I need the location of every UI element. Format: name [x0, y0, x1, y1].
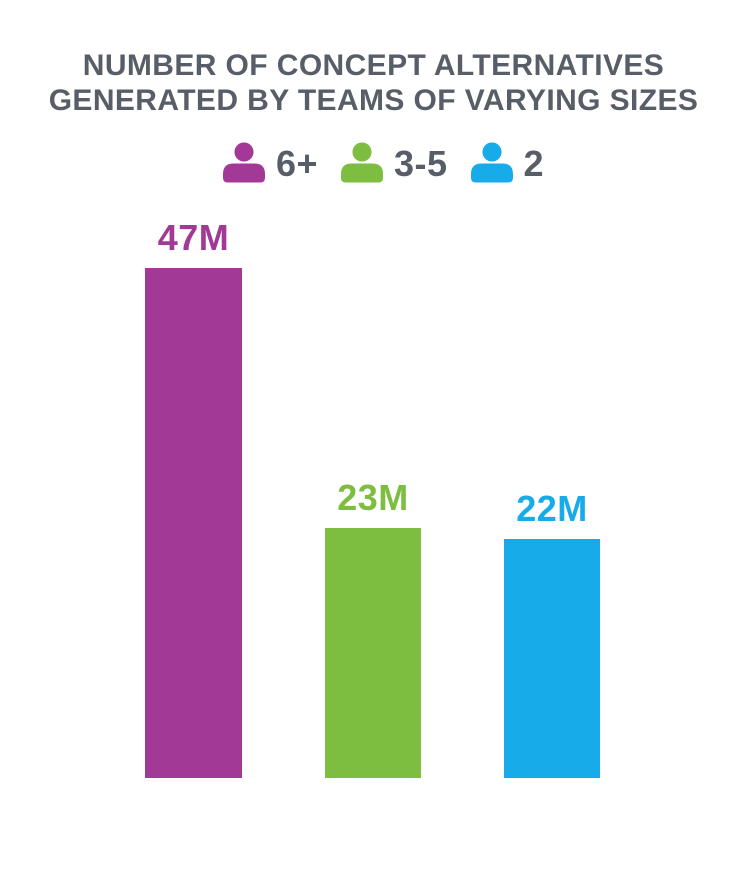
legend-label: 2 — [523, 143, 545, 184]
bar-value-label: 47M — [157, 217, 230, 258]
legend-item-2: 2 — [470, 142, 545, 184]
legend-label: 6+ — [275, 143, 318, 184]
person-icon — [222, 142, 265, 183]
chart-title: NUMBER OF CONCEPT ALTERNATIVES GENERATED… — [0, 48, 747, 118]
bar-value-label: 22M — [516, 488, 588, 529]
legend-label: 3-5 — [393, 143, 448, 184]
chart-title-line-1: NUMBER OF CONCEPT ALTERNATIVES — [82, 49, 665, 82]
bar-value-label: 23M — [337, 477, 409, 518]
person-icon — [340, 142, 383, 183]
bar-2 — [504, 539, 600, 778]
bar-3-5 — [325, 528, 421, 778]
legend: 6+ 3-5 2 — [10, 139, 753, 183]
bar-group-6plus: 47M — [145, 220, 242, 778]
bar-6plus — [145, 268, 242, 778]
chart-title-line-2: GENERATED BY TEAMS OF VARYING SIZES — [48, 84, 699, 117]
bar-group-3-5: 23M — [325, 480, 421, 778]
legend-item-3-5: 3-5 — [340, 142, 448, 184]
legend-item-6plus: 6+ — [222, 142, 318, 184]
person-icon — [470, 142, 513, 183]
bar-group-2: 22M — [504, 491, 600, 778]
